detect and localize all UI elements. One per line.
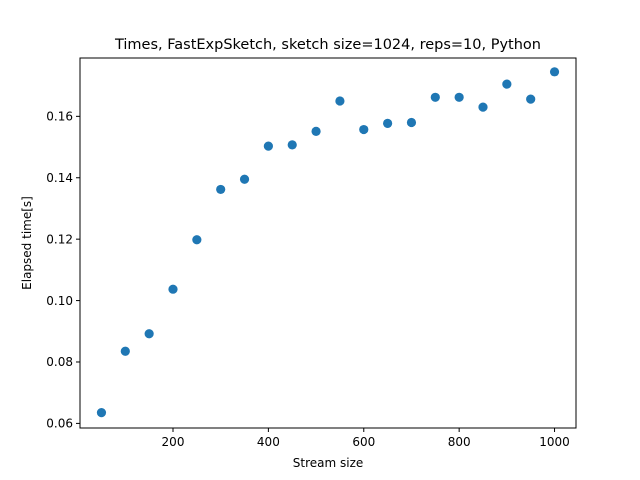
data-point — [454, 92, 464, 102]
data-point — [263, 141, 273, 151]
data-point — [144, 329, 154, 339]
data-point — [430, 92, 440, 102]
data-point — [120, 346, 130, 356]
data-points — [96, 67, 560, 418]
x-axis-ticks: 200 400 600 800 1000 — [162, 428, 570, 449]
x-tick-label: 200 — [162, 435, 185, 449]
y-tick-label: 0.14 — [46, 171, 73, 185]
x-tick-label: 400 — [257, 435, 280, 449]
data-point — [287, 140, 297, 150]
data-point — [168, 284, 178, 294]
data-point — [216, 184, 226, 195]
chart-title: Times, FastExpSketch, sketch size=1024, … — [114, 37, 541, 53]
data-point — [526, 94, 536, 104]
data-point — [239, 174, 250, 184]
data-point — [478, 102, 488, 112]
x-axis-label: Stream size — [293, 456, 364, 470]
data-point — [192, 235, 202, 245]
y-tick-label: 0.10 — [46, 294, 73, 308]
x-tick-label: 800 — [448, 435, 471, 449]
data-point — [359, 124, 369, 135]
data-point — [96, 408, 107, 418]
x-tick-label: 1000 — [539, 435, 570, 449]
data-point — [383, 118, 393, 129]
data-point — [549, 67, 560, 77]
data-point — [335, 96, 345, 106]
y-tick-label: 0.12 — [46, 232, 73, 246]
plot-frame — [79, 57, 577, 429]
y-axis-label: Elapsed time[s] — [20, 196, 34, 290]
y-axis-ticks: 0.06 0.08 0.10 0.12 0.14 0.16 — [46, 110, 80, 431]
y-tick-label: 0.06 — [46, 417, 73, 431]
data-point — [502, 79, 512, 89]
y-tick-label: 0.08 — [46, 355, 73, 369]
x-tick-label: 600 — [352, 435, 375, 449]
data-point — [311, 126, 321, 136]
y-tick-label: 0.16 — [46, 110, 73, 124]
data-point — [406, 117, 417, 128]
